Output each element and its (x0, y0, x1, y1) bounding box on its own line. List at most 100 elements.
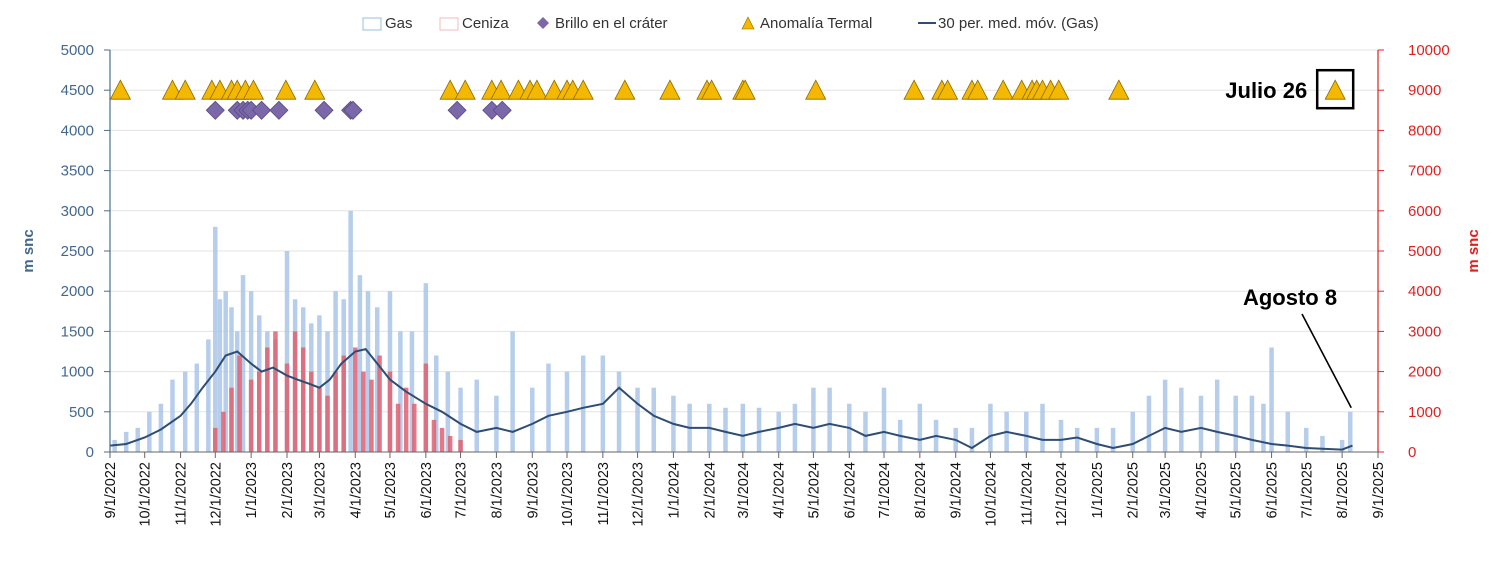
x-tick-label: 2/1/2024 (702, 462, 718, 518)
gas-bar (1024, 411, 1029, 452)
thermal-anomaly-marker (967, 79, 989, 100)
ash-bar (229, 387, 234, 452)
gas-bar (1214, 379, 1220, 452)
gas-bar (217, 299, 223, 452)
x-tick-label: 3/1/2025 (1158, 462, 1174, 518)
gas-bar (123, 431, 129, 452)
x-tick-label: 9/1/2022 (103, 462, 119, 518)
ash-bar (361, 371, 366, 452)
y-tick-label: 2500 (61, 243, 94, 260)
x-tick-label: 1/1/2025 (1090, 462, 1106, 518)
y-tick-label: 1000 (61, 364, 94, 381)
x-tick-label: 6/1/2023 (419, 462, 435, 518)
ash-bar (325, 395, 330, 452)
ash-bar (256, 371, 262, 452)
ash-bar (265, 347, 270, 452)
gas-bar (1146, 395, 1152, 452)
thermal-anomaly-marker (700, 79, 723, 100)
y-tick-label: 2000 (61, 283, 94, 300)
y2-tick-label: 8000 (1408, 122, 1441, 139)
gas-bar (206, 339, 211, 452)
x-tick-label: 11/1/2022 (174, 462, 190, 525)
thermal-anomaly-marker (526, 79, 548, 100)
gas-bar (723, 407, 728, 452)
thermal-anomaly-marker (1108, 79, 1130, 100)
gas-bar (1110, 427, 1116, 452)
x-tick-label: 11/1/2023 (596, 462, 612, 525)
thermal-anomaly-marker (174, 79, 196, 100)
y2-axis-title: m snc (1465, 229, 1482, 272)
gas-bar (1198, 395, 1204, 452)
gas-bar (863, 411, 868, 452)
gas-bar (325, 331, 330, 452)
y2-tick-label: 2000 (1408, 364, 1441, 381)
ash-bar (300, 347, 306, 452)
x-tick-label: 12/1/2023 (631, 462, 647, 527)
y-axis-title: m snc (20, 229, 37, 272)
x-tick-label: 12/1/2022 (208, 462, 224, 527)
x-tick-label: 2/1/2025 (1126, 462, 1142, 518)
legend-label: Ceniza (462, 15, 509, 32)
gas-bar (1249, 395, 1255, 452)
legend: Gas Ceniza Brillo en el cráter Anomalía Ter… (362, 15, 1099, 32)
ash-bar (377, 355, 382, 452)
x-tick-label: 11/1/2024 (1019, 462, 1035, 525)
gas-bar (580, 355, 586, 452)
thermal-anomaly-marker (439, 79, 461, 100)
gas-bar (616, 371, 622, 452)
x-tick-label: 12/1/2024 (1054, 462, 1070, 527)
gas-bar (194, 363, 200, 452)
ash-bar (431, 419, 437, 452)
legend-label: Brillo en el cráter (555, 15, 668, 32)
y2-tick-label: 3000 (1408, 323, 1441, 340)
tick-labels: 0 500 1000 1500 2000 2500 3000 3500 4000 4500 5000… (20, 42, 1482, 527)
gas-bar (317, 315, 322, 452)
gas-bar (409, 331, 415, 452)
y-tick-label: 4000 (61, 122, 94, 139)
gas-bar (1339, 439, 1345, 452)
y-tick-label: 5000 (61, 42, 94, 59)
x-tick-label: 3/1/2024 (736, 462, 752, 518)
gas-bar (398, 331, 403, 452)
moving-average-line (109, 347, 1353, 451)
x-tick-label: 3/1/2023 (312, 462, 328, 518)
thermal-anomaly-marker (109, 79, 132, 100)
ash-bar (439, 427, 445, 452)
agosto-8-label: Agosto 8 (1243, 285, 1337, 310)
legend-swatch-ceniza (439, 17, 459, 31)
x-tick-label: 5/1/2023 (383, 462, 399, 518)
thermal-anomaly-marker (614, 79, 636, 100)
y-tick-label: 1500 (61, 323, 94, 340)
ash-bar (248, 379, 254, 452)
gas-bar (229, 307, 234, 452)
gas-bar (635, 387, 640, 452)
gas-bar (1074, 427, 1080, 452)
gas-bars (112, 210, 1353, 452)
x-tick-label: 8/1/2023 (489, 462, 505, 518)
crater-glow-marker (314, 100, 334, 120)
gas-bar (284, 251, 290, 452)
gas-bar (365, 291, 371, 452)
gas-bar (546, 363, 551, 452)
legend-label: Anomalía Termal (760, 15, 872, 32)
y2-tick-label: 10000 (1408, 42, 1450, 59)
ash-bar (447, 435, 453, 452)
gas-bar (776, 411, 781, 452)
markers (109, 79, 1346, 120)
gas-bar (1320, 435, 1325, 452)
ash-bar (221, 411, 226, 452)
gas-bar (530, 387, 535, 452)
gas-bar (1179, 387, 1184, 452)
x-tick-label: 7/1/2023 (454, 462, 470, 518)
x-tick-label: 9/1/2023 (525, 462, 541, 518)
gas-bar (445, 371, 451, 452)
gas-bar (147, 411, 152, 452)
ash-bar (395, 403, 401, 452)
y2-tick-label: 7000 (1408, 163, 1441, 180)
ash-bar (341, 355, 346, 452)
x-tick-label: 6/1/2025 (1265, 462, 1281, 518)
crater-glow-marker (251, 100, 272, 120)
gas-bar (158, 403, 164, 452)
annotations: Julio 26 Agosto 8 (1225, 68, 1355, 409)
agosto-8-pointer (1301, 313, 1352, 409)
